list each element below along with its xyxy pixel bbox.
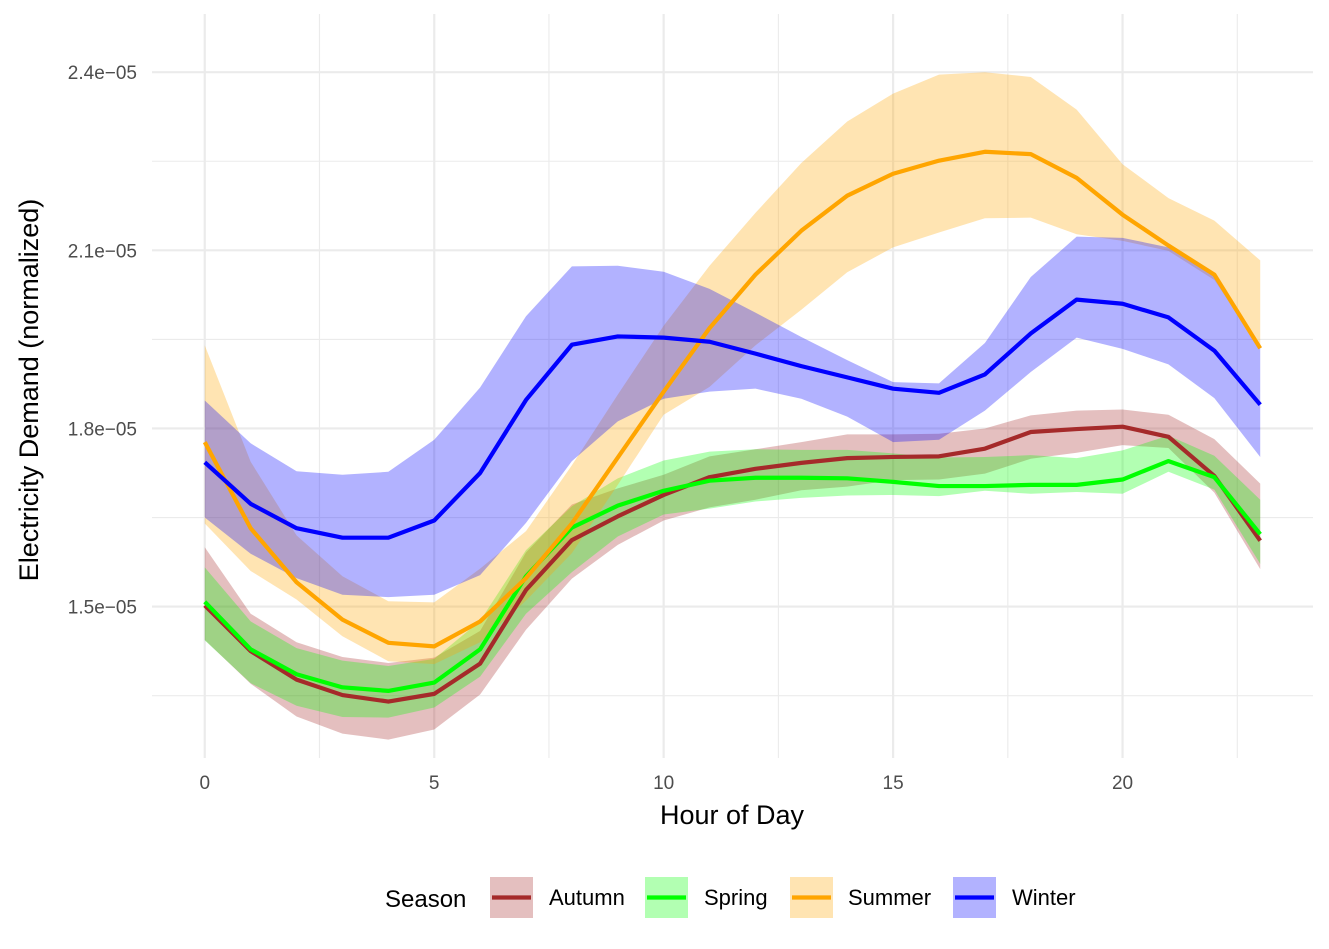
legend-label-winter: Winter	[1012, 885, 1076, 910]
confidence-ribbons	[204, 72, 1261, 740]
line-summer	[202, 149, 1263, 649]
x-tick-label: 15	[883, 773, 904, 794]
legend-label-autumn: Autumn	[549, 885, 625, 910]
series-lines	[202, 149, 1263, 704]
y-axis-tick-labels: 1.5e−05 1.8e−05 2.1e−05 2.4e−05	[68, 63, 137, 618]
y-tick-label: 2.4e−05	[68, 63, 137, 84]
legend-label-spring: Spring	[704, 885, 768, 910]
legend-title: Season	[385, 886, 466, 913]
y-tick-label: 1.5e−05	[68, 598, 137, 619]
x-tick-label: 20	[1112, 773, 1133, 794]
line-autumn	[203, 424, 1262, 704]
ribbon-winter	[204, 236, 1261, 598]
y-axis-title: Electricity Demand (normalized)	[14, 199, 44, 582]
legend-label-summer: Summer	[848, 885, 931, 910]
x-tick-label: 5	[429, 773, 440, 794]
x-axis-title: Hour of Day	[660, 800, 805, 830]
x-axis-tick-labels: 0 5 10 15 20	[199, 773, 1133, 794]
legend: Season Autumn Spring Summer Winter	[385, 877, 1076, 918]
line-spring	[203, 459, 1262, 694]
line-winter	[203, 297, 1262, 540]
ribbon-spring	[204, 435, 1261, 718]
x-tick-label: 10	[653, 773, 674, 794]
major-gridlines	[152, 14, 1313, 758]
y-tick-label: 2.1e−05	[68, 241, 137, 262]
y-tick-label: 1.8e−05	[68, 419, 137, 440]
ribbon-summer	[204, 72, 1261, 665]
x-tick-label: 0	[199, 773, 210, 794]
